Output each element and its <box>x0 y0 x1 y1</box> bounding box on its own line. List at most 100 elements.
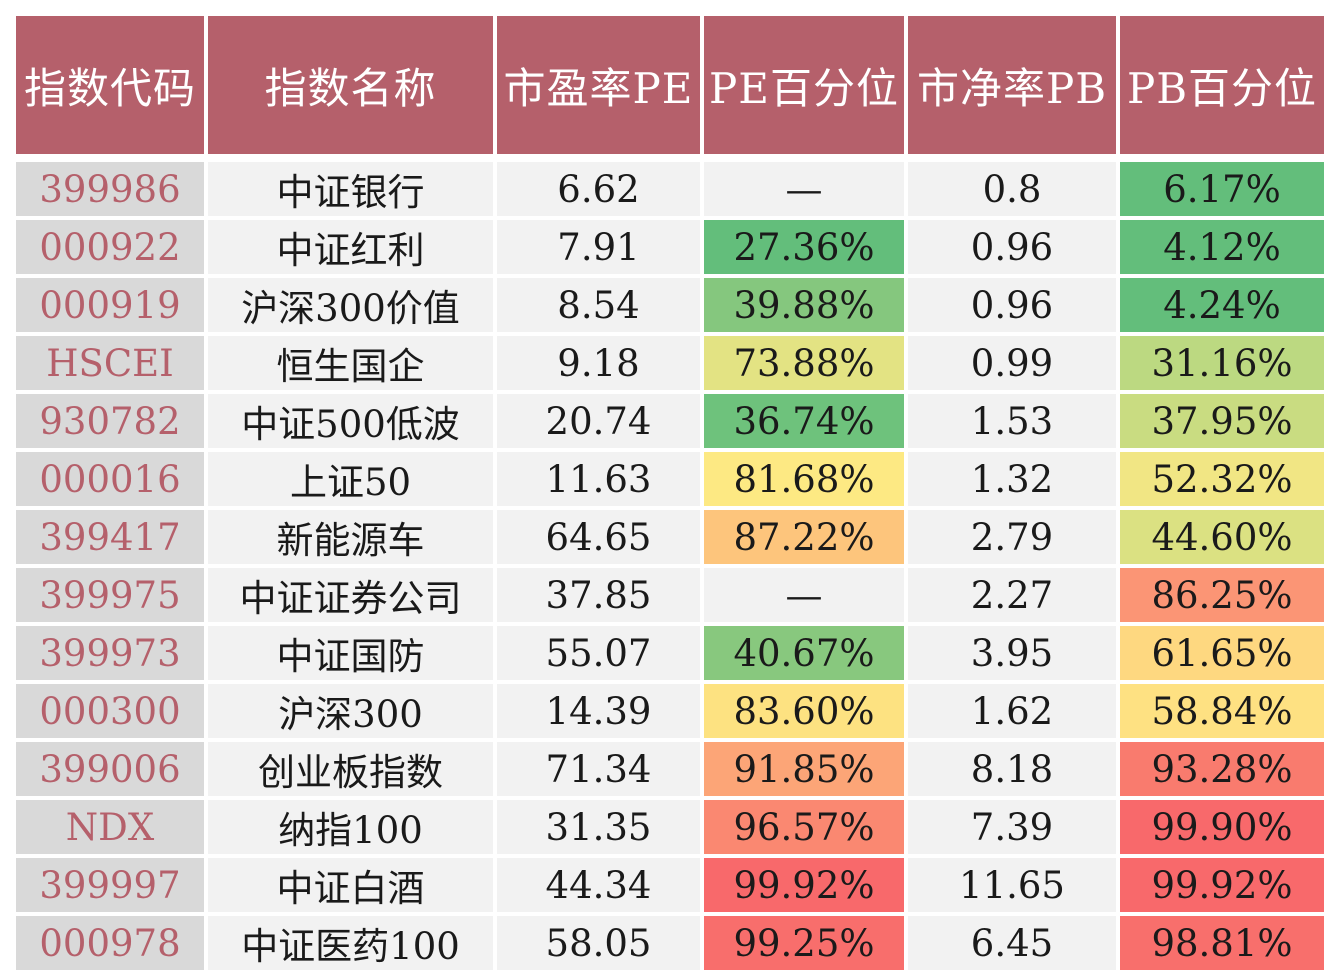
cell-index-code: 000922 <box>16 220 204 274</box>
valuation-table-container: 指数代码 指数名称 市盈率PE PE百分位 市净率PB PB百分位 399986… <box>16 16 1324 970</box>
cell-pb: 2.27 <box>908 568 1116 622</box>
cell-index-name: 中证证券公司 <box>208 568 493 622</box>
cell-pb-percentile: 58.84% <box>1120 684 1324 738</box>
cell-index-code: 399006 <box>16 742 204 796</box>
cell-index-name: 新能源车 <box>208 510 493 564</box>
cell-index-name: 中证国防 <box>208 626 493 680</box>
cell-pb-percentile: 99.92% <box>1120 858 1324 912</box>
cell-pb-percentile: 4.12% <box>1120 220 1324 274</box>
table-row: 000919 沪深300价值 8.54 39.88% 0.96 4.24% <box>16 278 1324 332</box>
cell-index-code: 399997 <box>16 858 204 912</box>
cell-pb-percentile: 93.28% <box>1120 742 1324 796</box>
cell-pe-percentile: 91.85% <box>704 742 904 796</box>
cell-pe: 8.54 <box>497 278 700 332</box>
cell-index-code: 000919 <box>16 278 204 332</box>
table-row: 399975 中证证券公司 37.85—2.27 86.25% <box>16 568 1324 622</box>
table-row: 399973 中证国防 55.07 40.67% 3.95 61.65% <box>16 626 1324 680</box>
cell-index-name: 沪深300价值 <box>208 278 493 332</box>
table-row: NDX 纳指100 31.35 96.57% 7.39 99.90% <box>16 800 1324 854</box>
table-row: 399997 中证白酒 44.34 99.92% 11.65 99.92% <box>16 858 1324 912</box>
cell-pe: 44.34 <box>497 858 700 912</box>
cell-index-name: 沪深300 <box>208 684 493 738</box>
cell-pe-percentile: — <box>704 568 904 622</box>
header-pb: 市净率PB <box>908 16 1116 154</box>
cell-pb: 1.53 <box>908 394 1116 448</box>
cell-index-name: 恒生国企 <box>208 336 493 390</box>
cell-index-name: 中证白酒 <box>208 858 493 912</box>
cell-pe: 55.07 <box>497 626 700 680</box>
cell-index-code: 399986 <box>16 162 204 216</box>
table-row: 399417 新能源车 64.65 87.22% 2.79 44.60% <box>16 510 1324 564</box>
cell-pb-percentile: 86.25% <box>1120 568 1324 622</box>
cell-pb: 0.96 <box>908 278 1116 332</box>
cell-pb: 0.8 <box>908 162 1116 216</box>
cell-index-code: 399417 <box>16 510 204 564</box>
cell-pb-percentile: 4.24% <box>1120 278 1324 332</box>
table-row: 000978 中证医药100 58.05 99.25% 6.45 98.81% <box>16 916 1324 970</box>
cell-pb: 0.96 <box>908 220 1116 274</box>
table-row: 399986 中证银行 6.62—0.8 6.17% <box>16 162 1324 216</box>
table-row: HSCEI 恒生国企 9.18 73.88% 0.99 31.16% <box>16 336 1324 390</box>
cell-pe-percentile: 99.25% <box>704 916 904 970</box>
cell-pb-percentile: 52.32% <box>1120 452 1324 506</box>
header-index-code: 指数代码 <box>16 16 204 154</box>
cell-index-code: HSCEI <box>16 336 204 390</box>
cell-index-name: 纳指100 <box>208 800 493 854</box>
table-row: 930782 中证500低波 20.74 36.74% 1.53 37.95% <box>16 394 1324 448</box>
cell-pb-percentile: 6.17% <box>1120 162 1324 216</box>
cell-pb-percentile: 44.60% <box>1120 510 1324 564</box>
cell-pe-percentile: 39.88% <box>704 278 904 332</box>
cell-index-code: 000016 <box>16 452 204 506</box>
cell-pe-percentile: 36.74% <box>704 394 904 448</box>
cell-pb-percentile: 31.16% <box>1120 336 1324 390</box>
cell-index-name: 中证银行 <box>208 162 493 216</box>
table-row: 399006 创业板指数 71.34 91.85% 8.18 93.28% <box>16 742 1324 796</box>
header-index-name: 指数名称 <box>208 16 493 154</box>
cell-pb: 1.32 <box>908 452 1116 506</box>
cell-pe-percentile: 73.88% <box>704 336 904 390</box>
cell-pb-percentile: 98.81% <box>1120 916 1324 970</box>
cell-pe: 20.74 <box>497 394 700 448</box>
cell-index-name: 中证500低波 <box>208 394 493 448</box>
cell-pe: 7.91 <box>497 220 700 274</box>
cell-pe-percentile: 27.36% <box>704 220 904 274</box>
cell-pe: 6.62 <box>497 162 700 216</box>
table-row: 000922 中证红利 7.91 27.36% 0.96 4.12% <box>16 220 1324 274</box>
index-valuation-table: 指数代码 指数名称 市盈率PE PE百分位 市净率PB PB百分位 399986… <box>12 12 1326 974</box>
cell-pb: 3.95 <box>908 626 1116 680</box>
cell-pb: 8.18 <box>908 742 1116 796</box>
table-header: 指数代码 指数名称 市盈率PE PE百分位 市净率PB PB百分位 <box>16 16 1324 154</box>
table-row: 000300 沪深300 14.39 83.60% 1.62 58.84% <box>16 684 1324 738</box>
cell-pb-percentile: 61.65% <box>1120 626 1324 680</box>
cell-pb-percentile: 37.95% <box>1120 394 1324 448</box>
header-row: 指数代码 指数名称 市盈率PE PE百分位 市净率PB PB百分位 <box>16 16 1324 154</box>
cell-index-name: 上证50 <box>208 452 493 506</box>
cell-pb: 7.39 <box>908 800 1116 854</box>
cell-pb: 2.79 <box>908 510 1116 564</box>
cell-pe: 9.18 <box>497 336 700 390</box>
cell-index-code: NDX <box>16 800 204 854</box>
cell-pe: 37.85 <box>497 568 700 622</box>
cell-index-name: 中证红利 <box>208 220 493 274</box>
header-pb-percentile: PB百分位 <box>1120 16 1324 154</box>
cell-pe-percentile: 96.57% <box>704 800 904 854</box>
table-row: 000016 上证50 11.63 81.68% 1.32 52.32% <box>16 452 1324 506</box>
cell-pe: 31.35 <box>497 800 700 854</box>
header-pe: 市盈率PE <box>497 16 700 154</box>
cell-pe: 64.65 <box>497 510 700 564</box>
cell-pe: 11.63 <box>497 452 700 506</box>
cell-index-code: 399975 <box>16 568 204 622</box>
cell-pe: 71.34 <box>497 742 700 796</box>
cell-index-name: 中证医药100 <box>208 916 493 970</box>
cell-pe: 58.05 <box>497 916 700 970</box>
header-pe-percentile: PE百分位 <box>704 16 904 154</box>
cell-index-code: 000300 <box>16 684 204 738</box>
cell-pb: 1.62 <box>908 684 1116 738</box>
cell-pe-percentile: 40.67% <box>704 626 904 680</box>
cell-index-code: 000978 <box>16 916 204 970</box>
cell-pb: 11.65 <box>908 858 1116 912</box>
cell-pb: 6.45 <box>908 916 1116 970</box>
cell-index-name: 创业板指数 <box>208 742 493 796</box>
cell-pb-percentile: 99.90% <box>1120 800 1324 854</box>
cell-index-code: 930782 <box>16 394 204 448</box>
